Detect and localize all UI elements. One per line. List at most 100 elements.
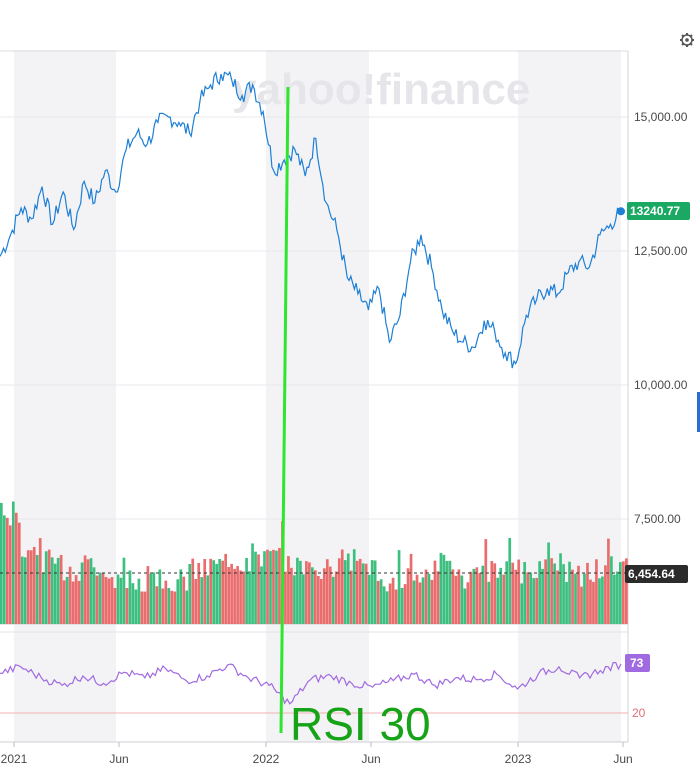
volume-bar — [26, 550, 30, 624]
volume-bar — [20, 556, 24, 624]
volume-bar — [442, 554, 446, 624]
volume-bar — [403, 584, 407, 624]
volume-bar — [520, 583, 524, 624]
volume-bar — [340, 549, 344, 624]
volume-bar — [565, 582, 568, 624]
last-price-dot — [617, 207, 625, 216]
volume-bar — [119, 577, 123, 624]
volume-bar — [445, 561, 449, 624]
volume-bar — [577, 565, 580, 624]
volume-bar — [433, 560, 437, 624]
volume-bar — [349, 570, 353, 624]
volume-bar — [179, 569, 183, 624]
volume-bar — [311, 567, 314, 624]
volume-bar — [430, 579, 434, 624]
volume-bar — [388, 583, 392, 624]
volume-bar — [409, 553, 413, 624]
volume-bar — [499, 567, 503, 624]
volume-bar — [571, 569, 574, 624]
volume-bar — [0, 502, 3, 624]
volume-bar — [146, 566, 150, 624]
x-axis-labels: 2021 Jun 2022 Jun 2023 Jun — [1, 742, 633, 766]
volume-bar — [346, 553, 350, 624]
volume-bar — [173, 591, 177, 624]
volume-bar — [331, 576, 335, 624]
volume-bar — [53, 563, 57, 624]
volume-bar — [556, 570, 559, 624]
volume-bar — [89, 558, 93, 624]
volume-bar — [574, 573, 577, 624]
volume-bar — [143, 591, 147, 624]
volume-bar — [337, 558, 341, 624]
volume-bar — [460, 575, 464, 624]
volume-bar — [376, 580, 380, 624]
volume-bar — [373, 560, 377, 624]
volume-bar — [5, 517, 9, 624]
volume-bar — [607, 538, 610, 624]
volume-bar — [8, 525, 12, 624]
volume-bar — [251, 543, 254, 624]
volume-bar — [176, 579, 180, 624]
volume-bar — [511, 562, 515, 624]
rsi-badge-bg — [625, 654, 650, 672]
x-tick-label: 2022 — [253, 752, 280, 766]
volume-bar — [263, 551, 266, 624]
volume-bar — [481, 565, 485, 624]
volume-bar — [140, 591, 144, 624]
volume-bar — [287, 556, 290, 624]
volume-bar — [364, 563, 368, 624]
scroll-indicator[interactable] — [697, 392, 700, 432]
volume-bar — [149, 573, 153, 624]
volume-bar — [355, 560, 359, 624]
volume-bar — [227, 567, 230, 624]
volume-bar — [451, 569, 455, 624]
volume-bar — [107, 578, 111, 624]
x-tick-label: 2021 — [1, 752, 28, 766]
volume-bar — [400, 587, 404, 624]
rsi-30-callout: RSI 30 — [290, 698, 431, 750]
volume-bar — [508, 538, 512, 624]
volume-bar — [553, 563, 556, 624]
volume-bar — [316, 576, 320, 624]
volume-bar — [209, 558, 213, 624]
volume-bar — [41, 573, 45, 624]
volume-bar — [257, 554, 260, 624]
volume-bar — [269, 551, 272, 624]
volume-bar — [164, 580, 168, 624]
volume-bar — [490, 561, 494, 624]
volume-bar — [296, 557, 299, 624]
background-bands — [14, 50, 621, 742]
volume-bar — [328, 566, 332, 624]
volume-bar — [221, 560, 224, 624]
volume-badge-text: 6,454.64 — [628, 567, 675, 581]
volume-bar — [454, 575, 458, 624]
volume-bar — [170, 590, 174, 624]
volume-bar — [62, 580, 66, 624]
volume-bar — [131, 583, 135, 624]
gear-icon[interactable] — [680, 33, 694, 47]
volume-bar — [101, 573, 105, 624]
volume-bar — [272, 549, 275, 624]
volume-bar — [125, 588, 129, 624]
volume-bar — [391, 577, 395, 624]
volume-bar — [254, 551, 257, 624]
volume-bar — [83, 555, 87, 624]
volume-bar — [266, 549, 269, 624]
x-tick-label: 2023 — [505, 752, 532, 766]
volume-bar — [155, 586, 159, 624]
volume-bar — [59, 555, 63, 624]
volume-bar — [14, 512, 18, 624]
volume-bar — [200, 577, 204, 624]
volume-badge: 6,454.64 — [625, 565, 688, 583]
rsi-tick-label: 20 — [632, 706, 646, 720]
volume-bar — [601, 576, 604, 624]
volume-bar — [245, 558, 248, 624]
volume-bar — [65, 576, 69, 624]
volume-bar — [559, 553, 562, 624]
volume-bar — [487, 581, 491, 624]
volume-bar — [47, 549, 51, 624]
volume-bar — [137, 578, 141, 624]
volume-bar — [568, 561, 571, 624]
volume-bar — [158, 569, 162, 624]
